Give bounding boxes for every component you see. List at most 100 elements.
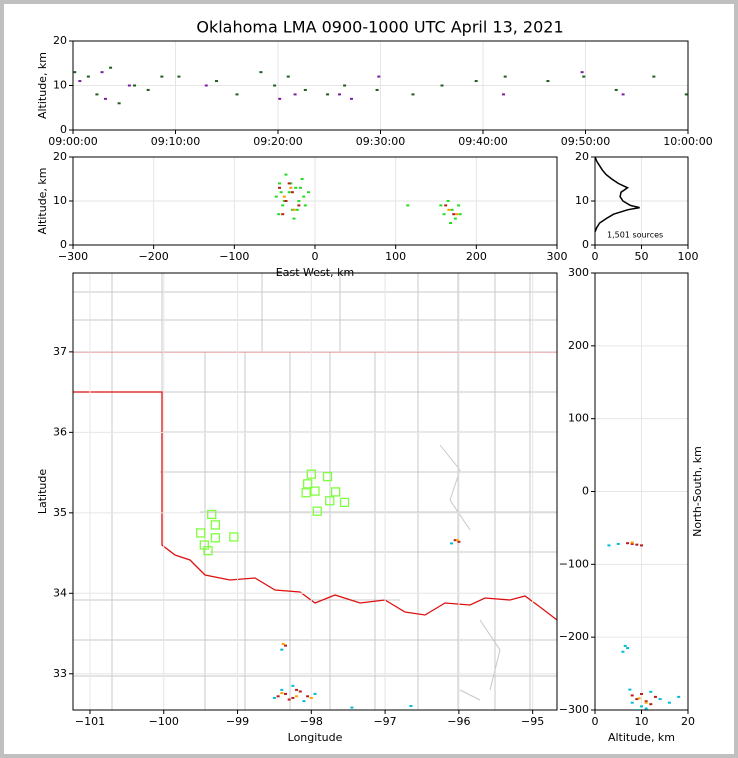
station [210,533,221,543]
station [325,496,335,506]
y-tick-label: 20 [53,34,67,47]
y-tick-label: 0 [582,485,589,498]
source-point [343,84,347,87]
source-point [628,688,632,691]
y-tick-label: 35 [53,506,67,519]
source-point [326,93,330,96]
x-tick-label: −300 [58,250,88,263]
source-point [287,698,291,701]
source-point [289,182,293,185]
source-point [297,204,301,207]
plot-frame [72,40,689,131]
x-tick-label: −97 [373,715,396,728]
source-point [449,222,453,224]
source-point [273,84,277,87]
source-point [277,213,281,216]
y-axis-label: Altitude, km [36,52,49,119]
station [195,528,206,538]
source-point [280,692,284,695]
source-point [338,93,341,96]
source-point [635,709,639,710]
source-point [86,75,90,78]
x-tick-label: 09:00:00 [48,135,97,148]
source-point [644,700,648,703]
source-point [274,195,278,198]
station [301,488,311,498]
source-point [287,191,291,194]
y-tick-label: 10 [53,194,67,207]
source-point [280,688,284,691]
source-point [502,93,505,96]
source-point [630,701,634,704]
source-point [287,182,291,185]
source-point [278,182,282,185]
panel: 0 10 20 −300 −200 −100 0 100 200 300 Altitude, km N… [559,266,704,744]
source-point [117,102,121,105]
station [310,486,320,496]
source-point [292,208,296,211]
y-tick-label: 34 [53,586,67,599]
annotation: 1,501 sources [607,231,663,240]
source-point [177,75,181,78]
source-point [652,75,656,78]
data-layer [73,66,688,105]
station [210,520,221,530]
source-point [455,539,459,542]
source-point [582,75,586,78]
source-point [160,75,164,78]
y-tick-label: 10 [53,79,67,92]
source-point [442,213,446,216]
source-point [298,186,302,189]
plot-frame [594,156,689,246]
x-tick-label: 200 [466,250,487,263]
source-point [127,84,131,87]
source-point [283,692,287,695]
source-point [614,88,618,91]
y-tick-label: 0 [582,238,589,251]
panel: −101 −100 −99 −98 −97 −96 −95 33 34 35 36 37 Longitu… [36,272,558,744]
source-point [450,208,454,211]
source-point [546,80,550,83]
source-point [621,93,625,96]
source-point [457,204,461,207]
y-tick-label: 36 [53,425,67,438]
source-point [644,707,648,710]
y-axis-label: Altitude, km [36,167,49,234]
source-point [349,97,353,100]
x-tick-label: 0 [592,715,599,728]
source-point [278,97,282,100]
x-tick-label: 300 [547,250,568,263]
source-point [279,191,283,194]
source-point [272,696,276,699]
x-tick-label: 10:00:00 [663,135,712,148]
source-point [350,706,354,709]
x-tick-label: 09:50:00 [561,135,610,148]
figure-title: Oklahoma LMA 0900-1000 UTC April 13, 202… [196,18,563,37]
source-point [411,93,415,96]
data-layer [274,173,462,224]
source-point [626,647,630,650]
source-point [302,700,306,703]
source-point [446,200,450,202]
data-layer [595,157,640,233]
source-point [453,217,457,220]
source-point [607,544,611,547]
source-point [290,191,294,194]
x-tick-label: 100 [385,250,406,263]
source-point [455,213,459,216]
source-point [100,71,104,74]
source-point [109,66,113,69]
source-point [640,692,643,695]
source-point [204,84,208,87]
station [306,469,316,479]
figure-background [4,4,734,754]
x-tick-label: 10 [635,715,649,728]
source-point [295,695,299,698]
x-tick-label: 50 [635,250,649,263]
source-point [635,543,639,546]
source-point [303,204,307,207]
source-point [649,703,653,706]
source-point [453,539,457,542]
y-tick-label: 33 [53,667,67,680]
